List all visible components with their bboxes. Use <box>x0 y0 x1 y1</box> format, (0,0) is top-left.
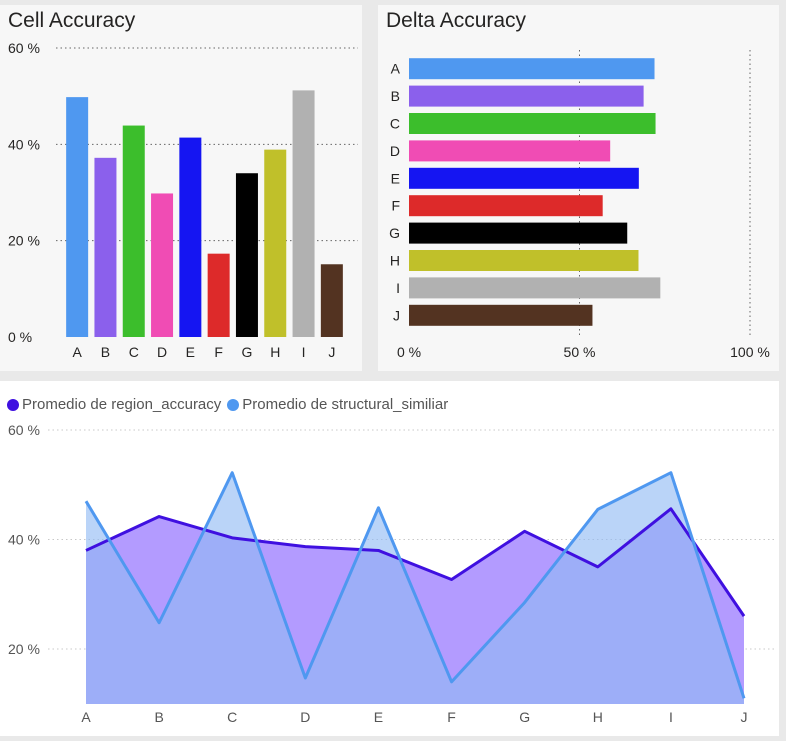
y-tick-label: G <box>389 225 400 241</box>
bar-e <box>409 167 639 189</box>
x-tick-label: F <box>214 344 223 360</box>
y-tick-label: 0 % <box>8 329 32 345</box>
x-tick-label: C <box>129 344 139 360</box>
bar-i <box>409 277 661 299</box>
y-tick-label: A <box>391 61 401 77</box>
y-tick-label: I <box>396 280 400 296</box>
delta-accuracy-title: Delta Accuracy <box>386 9 527 32</box>
line-structural <box>84 471 746 699</box>
x-tick-label: J <box>741 709 748 725</box>
legend-item-region[interactable]: Promedio de region_accuracy <box>7 396 221 413</box>
x-tick-label: D <box>157 344 167 360</box>
bar-g <box>409 222 628 244</box>
bar-j <box>409 304 593 326</box>
y-tick-label: 20 % <box>8 641 40 657</box>
x-tick-label: G <box>519 709 530 725</box>
cell-accuracy-panel: Cell Accuracy 0 % 20 % 40 % 60 % A B C D E F G H I J <box>0 5 362 371</box>
y-tick-label: B <box>391 88 400 104</box>
x-tick-label: E <box>374 709 383 725</box>
bar-h <box>264 149 287 337</box>
y-tick-label: 40 % <box>8 532 40 548</box>
x-tick-label: I <box>669 709 673 725</box>
bar-b <box>409 85 644 107</box>
bar-a <box>66 97 89 337</box>
x-tick-label: H <box>270 344 280 360</box>
x-tick-label: B <box>101 344 110 360</box>
x-tick-label: D <box>300 709 310 725</box>
legend-label-structural: Promedio de structural_similiar <box>242 396 449 413</box>
area-structural <box>86 472 744 704</box>
y-tick-label: H <box>390 253 400 269</box>
x-tick-label: H <box>593 709 603 725</box>
x-tick-label: 100 % <box>730 344 770 360</box>
bar-f <box>207 253 230 337</box>
bar-b <box>94 157 117 337</box>
legend-item-structural[interactable]: Promedio de structural_similiar <box>227 396 448 413</box>
accuracy-area-panel: Promedio de region_accuracy Promedio de … <box>0 381 779 736</box>
x-tick-label: E <box>186 344 195 360</box>
bar-c <box>122 125 145 337</box>
cell-accuracy-title: Cell Accuracy <box>8 9 136 32</box>
x-tick-label: 0 % <box>397 344 421 360</box>
legend[interactable]: Promedio de region_accuracy Promedio de … <box>7 396 454 413</box>
bar-d <box>151 193 174 337</box>
line-region <box>85 507 746 617</box>
x-tick-label: I <box>302 344 306 360</box>
x-tick-label: J <box>328 344 335 360</box>
x-tick-label: A <box>81 709 91 725</box>
y-tick-label: 60 % <box>8 40 40 56</box>
delta-accuracy-panel: Delta Accuracy 0 % 50 % 100 % A B C D E F G H I J <box>378 5 779 371</box>
bar-j <box>320 264 343 337</box>
y-tick-label: F <box>391 198 400 214</box>
y-tick-label: 20 % <box>8 233 40 249</box>
bar-g <box>235 173 258 337</box>
x-tick-label: C <box>227 709 237 725</box>
bar-f <box>409 195 603 217</box>
legend-dot-region <box>7 398 19 411</box>
y-tick-label: E <box>391 170 400 186</box>
x-tick-label: 50 % <box>564 344 596 360</box>
bar-h <box>409 250 639 271</box>
y-tick-label: C <box>390 116 400 132</box>
legend-label-region: Promedio de region_accuracy <box>22 396 222 413</box>
bar-c <box>409 113 656 134</box>
y-tick-label: D <box>390 143 400 159</box>
bar-a <box>409 58 655 80</box>
bar-e <box>179 137 202 337</box>
x-tick-label: F <box>447 709 456 725</box>
y-tick-label: 60 % <box>8 422 40 438</box>
bar-d <box>409 140 611 162</box>
y-tick-label: J <box>393 307 400 323</box>
legend-dot-structural <box>227 398 240 411</box>
y-tick-label: 40 % <box>8 136 40 152</box>
x-tick-label: B <box>154 709 163 725</box>
cell-accuracy-chart: 0 % 20 % 40 % 60 % A B C D E F G H I J <box>8 40 358 360</box>
accuracy-area-chart: 20 % 40 % 60 % A B C D E F G H I J <box>8 422 776 725</box>
bar-i <box>292 90 315 338</box>
x-tick-label: A <box>72 344 82 360</box>
x-tick-label: G <box>242 344 253 360</box>
